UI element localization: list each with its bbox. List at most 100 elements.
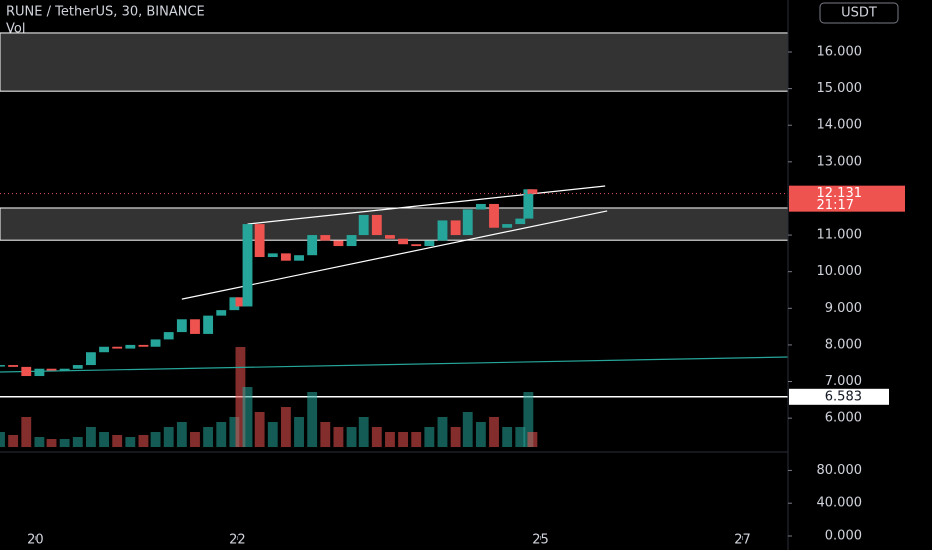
volume-bar xyxy=(502,427,513,447)
volume-bar xyxy=(462,412,473,447)
zone xyxy=(0,32,789,92)
y-tick-label: 14.000 xyxy=(817,118,863,133)
zone xyxy=(0,207,789,241)
candle xyxy=(176,319,187,333)
volume-bar xyxy=(85,427,96,447)
level-badge xyxy=(789,388,889,405)
candle xyxy=(523,189,534,219)
candle xyxy=(46,368,57,371)
volume-bar xyxy=(203,427,214,447)
volume-bar xyxy=(59,439,70,447)
volume-bar xyxy=(385,432,395,447)
volume-bar xyxy=(267,422,278,447)
volume-bar xyxy=(46,439,57,447)
volume-label: Vol xyxy=(6,22,25,37)
volume-bar xyxy=(34,437,45,447)
volume-bar xyxy=(190,432,200,447)
candle xyxy=(99,346,109,353)
candle xyxy=(320,235,331,241)
candle xyxy=(437,220,448,241)
volume-bar xyxy=(294,417,304,447)
volume-bar xyxy=(333,427,344,447)
volume-bar xyxy=(346,427,357,447)
candle xyxy=(203,315,214,334)
trend-line xyxy=(0,356,789,373)
volume-bar xyxy=(254,412,265,447)
volume-bar xyxy=(523,392,534,447)
x-tick-label: 27 xyxy=(734,533,751,548)
price-badge xyxy=(789,185,905,212)
y-tick-label: 8.000 xyxy=(825,337,862,352)
candle xyxy=(385,235,395,239)
candle xyxy=(216,310,227,316)
y-tick-label: 13.000 xyxy=(817,154,863,169)
volume-bar xyxy=(176,422,187,447)
trend-line xyxy=(181,210,608,300)
level-label: 6.583 xyxy=(825,389,862,404)
vol-tick-label: 0.000 xyxy=(825,529,862,544)
volume-bar xyxy=(21,417,32,447)
candle xyxy=(280,253,291,261)
volume-bar xyxy=(99,432,109,447)
volume-bar xyxy=(371,427,382,447)
volume-bar xyxy=(229,417,240,447)
volume-bar xyxy=(489,417,499,447)
candle xyxy=(294,255,304,261)
volume-bar xyxy=(424,427,435,447)
candle xyxy=(229,297,240,311)
candle xyxy=(59,368,70,371)
candle xyxy=(515,218,526,225)
volume-bar xyxy=(515,427,526,447)
volume-bar xyxy=(163,427,174,447)
candle xyxy=(8,365,19,367)
countdown-label: 21:17 xyxy=(817,198,854,213)
volume-bar xyxy=(0,432,5,447)
candle xyxy=(72,365,83,369)
vol-tick-label: 40.000 xyxy=(817,496,863,511)
candle xyxy=(85,352,96,366)
candle xyxy=(489,203,499,228)
volume-bar xyxy=(138,435,149,447)
volume-bar xyxy=(450,427,461,447)
candle xyxy=(34,368,45,377)
volume-bar xyxy=(475,422,486,447)
candle xyxy=(424,240,435,247)
candle xyxy=(138,344,149,347)
volume-bar xyxy=(358,417,369,447)
x-tick-label: 20 xyxy=(27,533,44,548)
volume-bar xyxy=(235,347,246,447)
y-tick-label: 16.000 xyxy=(817,44,863,59)
y-tick-label: 7.000 xyxy=(825,374,862,389)
chart-title: RUNE / TetherUS, 30, BINANCE xyxy=(6,5,205,20)
candle xyxy=(125,344,136,349)
vol-tick-label: 80.000 xyxy=(817,463,863,478)
volume-bar xyxy=(398,432,409,447)
price-label: 12.131 xyxy=(817,186,863,201)
volume-bar xyxy=(150,432,161,447)
volume-bar xyxy=(527,432,538,447)
candle xyxy=(163,332,174,340)
volume-bar xyxy=(320,422,331,447)
x-tick-label: 22 xyxy=(229,533,246,548)
candle xyxy=(475,203,486,210)
candle xyxy=(333,240,344,247)
currency-button[interactable] xyxy=(819,2,899,24)
candle xyxy=(267,253,278,258)
volume-bar xyxy=(8,435,19,447)
volume-bar xyxy=(242,387,253,447)
candle xyxy=(254,224,265,258)
y-tick-label: 10.000 xyxy=(817,264,863,279)
volume-bar xyxy=(437,417,448,447)
volume-bar xyxy=(72,437,83,447)
candle xyxy=(307,235,318,256)
y-tick-label: 15.000 xyxy=(817,81,863,96)
candle xyxy=(235,297,246,307)
candle xyxy=(398,238,409,245)
candle xyxy=(502,224,513,228)
candle xyxy=(21,366,32,377)
candle xyxy=(150,339,161,347)
candle xyxy=(358,214,369,236)
y-tick-label: 6.000 xyxy=(825,411,862,426)
volume-bar xyxy=(125,437,136,447)
